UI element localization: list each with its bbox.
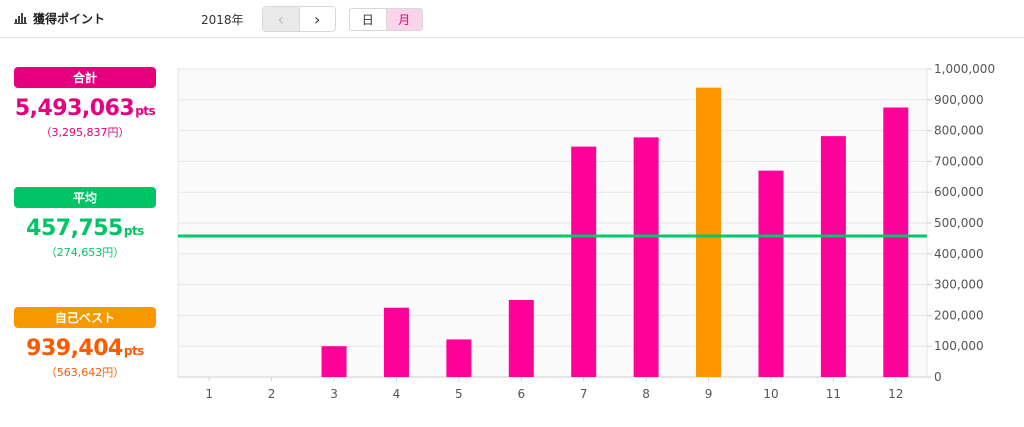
total-unit: pts: [135, 104, 156, 118]
header-bar: 獲得ポイント 2018年 ‹ › 日 月: [0, 0, 1024, 38]
best-number: 939,404: [26, 336, 123, 361]
total-value: 5,493,063pts: [14, 96, 156, 121]
best-yen: （563,642円）: [45, 366, 125, 379]
x-tick-label: 2: [268, 387, 276, 401]
monthly-view-button[interactable]: 月: [386, 9, 422, 30]
y-tick-label: 0: [934, 370, 942, 384]
average-number: 457,755: [26, 216, 123, 241]
bar: [758, 170, 784, 377]
x-tick-label: 6: [517, 387, 525, 401]
total-label: 合計: [14, 67, 156, 88]
average-label: 平均: [14, 187, 156, 208]
year-label: 2018年: [201, 13, 244, 27]
bar: [633, 137, 659, 377]
best-stat: 自己ベスト 939,404pts （563,642円）: [14, 307, 156, 380]
y-tick-label: 1,000,000: [934, 62, 995, 76]
period-navigation: ‹ ›: [262, 6, 336, 32]
chevron-right-icon: ›: [314, 9, 321, 29]
x-tick-label: 4: [393, 387, 401, 401]
best-unit: pts: [123, 344, 144, 358]
x-tick-label: 11: [826, 387, 841, 401]
average-stat: 平均 457,755pts （274,653円）: [14, 187, 156, 260]
x-tick-label: 7: [580, 387, 588, 401]
y-tick-label: 400,000: [934, 247, 984, 261]
bar: [696, 87, 722, 377]
y-tick-label: 200,000: [934, 308, 984, 322]
average-yen: （274,653円）: [45, 246, 125, 259]
average-value: 457,755pts: [14, 216, 156, 241]
chevron-left-icon: ‹: [277, 9, 284, 29]
page-title: 獲得ポイント: [33, 12, 106, 26]
total-stat: 合計 5,493,063pts （3,295,837円）: [14, 67, 156, 140]
y-tick-label: 500,000: [934, 216, 984, 230]
bar: [321, 346, 347, 377]
bar: [446, 339, 472, 377]
bar: [508, 300, 534, 377]
total-yen: （3,295,837円）: [40, 126, 130, 139]
y-tick-label: 800,000: [934, 124, 984, 138]
x-tick-label: 10: [763, 387, 778, 401]
y-tick-label: 600,000: [934, 185, 984, 199]
y-tick-label: 100,000: [934, 339, 984, 353]
view-toggle: 日 月: [349, 8, 423, 31]
bar: [571, 146, 597, 377]
bar: [383, 307, 409, 377]
bar-chart-icon: [14, 13, 27, 24]
title-group: 獲得ポイント: [14, 10, 105, 27]
x-tick-label: 1: [205, 387, 213, 401]
prev-period-button[interactable]: ‹: [263, 7, 300, 31]
daily-view-button[interactable]: 日: [350, 9, 387, 30]
total-number: 5,493,063: [14, 96, 135, 121]
x-tick-label: 5: [455, 387, 463, 401]
x-tick-label: 8: [642, 387, 650, 401]
bar: [820, 136, 846, 377]
best-label: 自己ベスト: [14, 307, 156, 328]
y-tick-label: 300,000: [934, 278, 984, 292]
best-value: 939,404pts: [14, 336, 156, 361]
y-tick-label: 900,000: [934, 93, 984, 107]
x-tick-label: 9: [705, 387, 713, 401]
x-tick-label: 3: [330, 387, 338, 401]
next-period-button[interactable]: ›: [299, 7, 335, 31]
x-tick-label: 12: [888, 387, 903, 401]
average-unit: pts: [123, 224, 144, 238]
bar: [883, 107, 909, 377]
y-tick-label: 700,000: [934, 154, 984, 168]
